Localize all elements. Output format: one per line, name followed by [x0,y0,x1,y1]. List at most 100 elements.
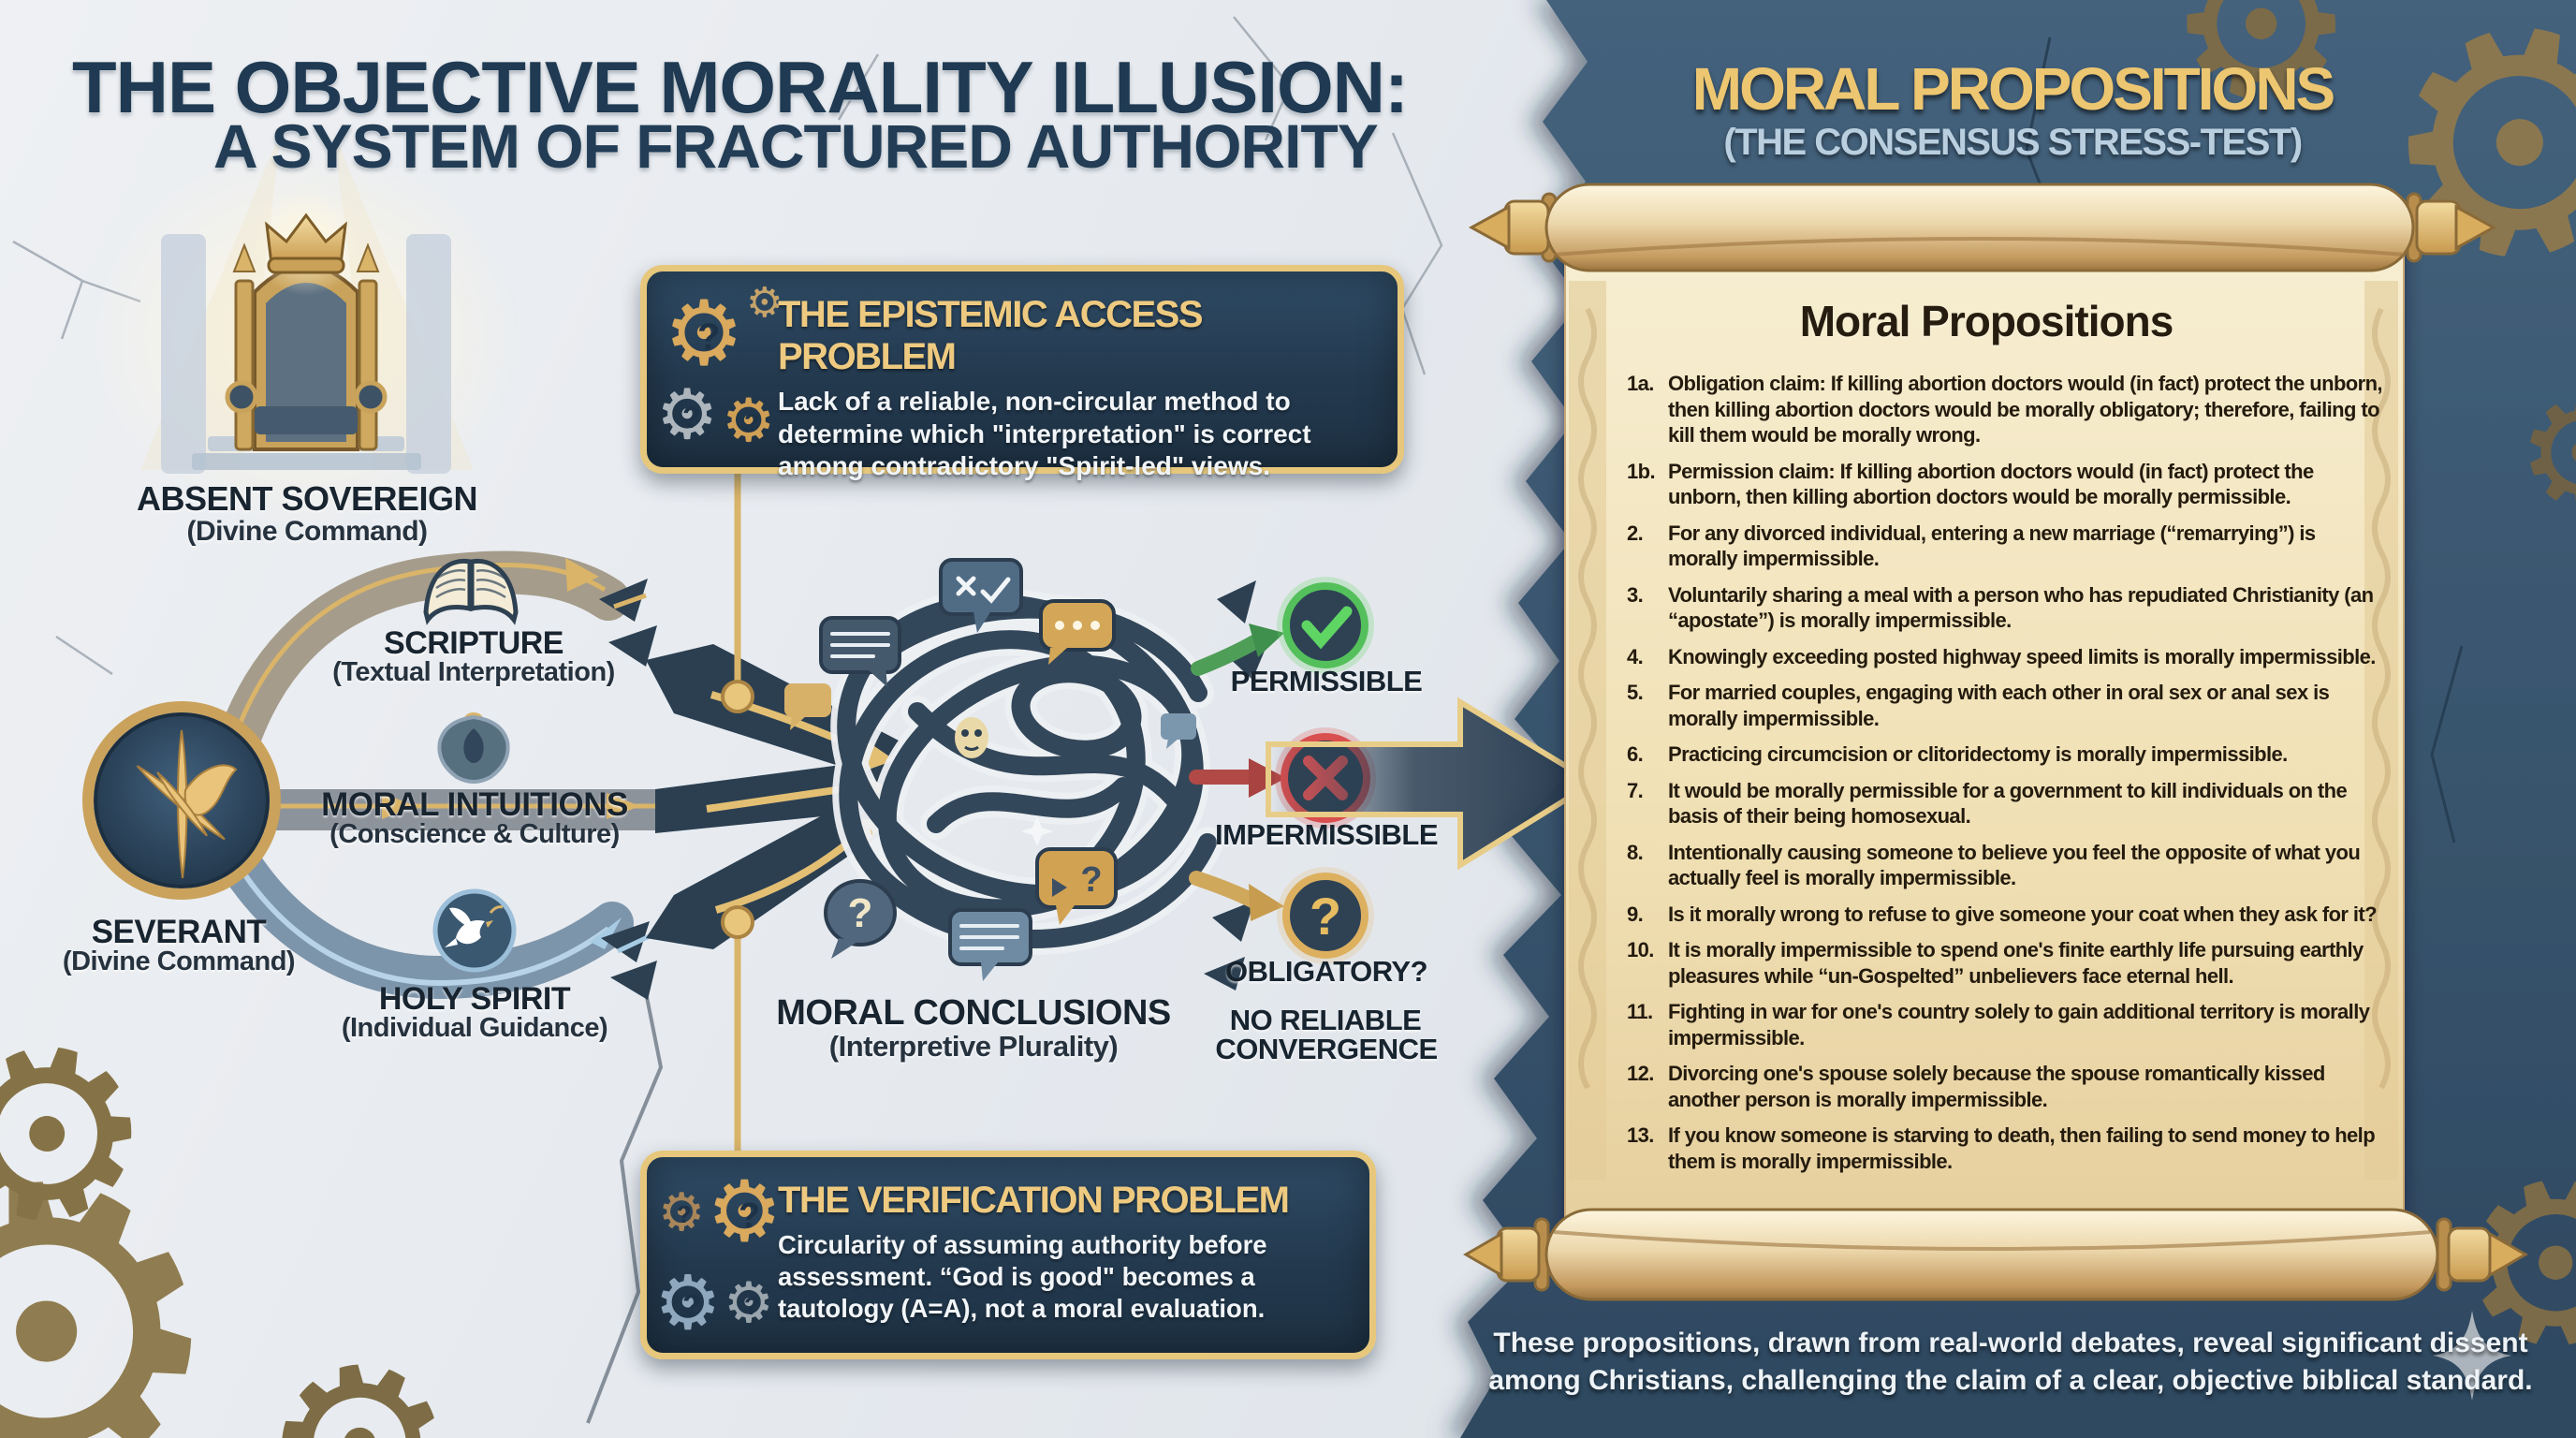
obligatory-question-icon: ? [1277,867,1374,964]
proposition-item: 4. Knowingly exceeding posted highway sp… [1627,644,2383,670]
svg-text:?: ? [1310,887,1341,946]
proposition-item: 5. For married couples, engaging with ea… [1627,680,2383,731]
scroll-title: Moral Propositions [1799,297,2174,345]
right-panel-subtitle: (THE CONSENSUS STRESS-TEST) [1723,122,2303,163]
scripture-sublabel: (Textual Interpretation) [332,657,615,687]
plaster-cracks [12,16,1443,676]
epistemic-box-title: THE EPISTEMIC ACCESS PROBLEM [778,294,1204,377]
proposition-text: For married couples, engaging with each … [1668,681,2330,730]
severant-sublabel: (Divine Command) [62,946,296,976]
svg-text:?: ? [1080,860,1102,900]
moral-conclusions-label: MORAL CONCLUSIONS [776,993,1171,1033]
question-gears-icon: ⚙ ? ⚙ ⚙ ? ⚙ ? [656,279,783,456]
right-panel-title: MORAL PROPOSITIONS [1691,55,2335,123]
proposition-text: Divorcing one's spouse solely because th… [1668,1062,2325,1111]
scroll-footer-line2: among Christians, challenging the claim … [1488,1365,2533,1396]
absent-sovereign-label: ABSENT SOVEREIGN [136,479,478,518]
moral-intuitions-sublabel: (Conscience & Culture) [329,819,620,849]
box-connectors [721,474,754,1151]
proposition-number: 4. [1627,644,1644,668]
proposition-number: 13. [1627,1123,1654,1147]
svg-text:?: ? [848,890,873,936]
proposition-text: Permission claim: If killing abortion do… [1668,459,2314,509]
scroll [1463,183,2528,1301]
scroll-footer-line1: These propositions, drawn from real-worl… [1493,1328,2528,1358]
proposition-number: 9. [1627,902,1644,926]
speech-bubbles: ? ? [784,558,1196,981]
permissible-label: PERMISSIBLE [1230,665,1423,697]
proposition-text: Voluntarily sharing a meal with a person… [1668,582,2374,633]
proposition-number: 12. [1627,1062,1654,1085]
scroll-bottom-roller [1463,1208,2528,1301]
proposition-text: Intentionally causing someone to believe… [1668,840,2361,890]
moral-intuitions-label: MORAL INTUITIONS [321,786,628,823]
proposition-item: 12. Divorcing one's spouse solely becaus… [1627,1061,2383,1112]
main-title-line1: THE OBJECTIVE MORALITY ILLUSION: [72,46,1409,128]
star-glyph [1021,816,1053,846]
verification-box-body: Circularity of assuming authority before… [778,1230,1267,1324]
x-mark-icon [956,576,976,596]
proposition-text: Is it morally wrong to refuse to give so… [1668,902,2378,926]
main-title-line2: A SYSTEM OF FRACTURED AUTHORITY [213,111,1379,181]
impermissible-label: IMPERMISSIBLE [1214,818,1439,851]
throne-icon [91,131,521,529]
verification-box-title: THE VERIFICATION PROBLEM [778,1180,1290,1221]
svg-text:⚙: ⚙ [2516,366,2576,541]
proposition-number: 11. [1627,1000,1653,1023]
obligatory-label: OBLIGATORY? [1224,955,1428,988]
proposition-item: 8. Intentionally causing someone to beli… [1627,840,2383,891]
question-gears-icon: ⚙ ? ⚙ ? ⚙ ? ⚙ ? [654,1163,783,1346]
epistemic-access-problem-box: ⚙ ? ⚙ ⚙ ? ⚙ ? THE EPISTEMIC ACCESS PROBL… [640,265,1404,480]
proposition-text: It is morally impermissible to spend one… [1668,938,2364,988]
proposition-item: 3. Voluntarily sharing a meal with a per… [1627,582,2383,634]
holy-spirit-label: HOLY SPIRIT [378,981,571,1017]
proposition-text: It would be morally permissible for a go… [1668,778,2348,829]
proposition-item: 9. Is it morally wrong to refuse to give… [1627,902,2383,928]
proposition-number: 2. [1627,521,1644,545]
no-convergence-label-line2: CONVERGENCE [1215,1033,1438,1065]
proposition-text: Practicing circumcision or clitoridectom… [1668,742,2288,766]
severant-emblem-icon [82,701,281,900]
proposition-text: Knowingly exceeding posted highway speed… [1668,644,2376,668]
fracture-shards [599,579,657,1000]
outcome-arrows [1189,624,1286,921]
verification-problem-box: ⚙ ? ⚙ ? ⚙ ? ⚙ ? THE VERIFICATION PROBLEM… [640,1151,1376,1359]
proposition-item: 10. It is morally impermissible to spend… [1627,937,2383,989]
proposition-number: 7. [1627,778,1644,802]
proposition-text: If you know someone is starving to death… [1668,1123,2376,1173]
check-mark-icon [980,577,1011,604]
authority-paths [220,550,676,1000]
proposition-number: 5. [1627,681,1644,704]
proposition-text: Fighting in war for one's country solely… [1668,1000,2370,1049]
epistemic-box-body: Lack of a reliable, non-circular method … [778,387,1311,481]
proposition-item: 6. Practicing circumcision or clitoridec… [1627,741,2383,768]
conscience-gem-icon [437,712,510,784]
proposition-item: 1a. Obligation claim: If killing abortio… [1627,371,2383,448]
moral-conclusions-sublabel: (Interpretive Plurality) [828,1030,1119,1063]
absent-sovereign-sublabel: (Divine Command) [186,516,428,547]
holy-spirit-sublabel: (Individual Guidance) [341,1013,608,1043]
proposition-text: For any divorced individual, entering a … [1668,521,2316,571]
permissible-check-icon [1277,577,1374,674]
proposition-number: 3. [1627,582,1644,607]
proposition-item: 2. For any divorced individual, entering… [1627,521,2383,572]
crown-icon [252,187,360,296]
proposition-item: 11. Fighting in war for one's country so… [1627,999,2383,1050]
no-convergence-label-line1: NO RELIABLE [1229,1004,1422,1036]
proposition-item: 1b. Permission claim: If killing abortio… [1627,459,2383,510]
holy-spirit-dove-icon [432,888,517,973]
proposition-item: 13. If you know someone is starving to d… [1627,1123,2383,1174]
proposition-item: 7. It would be morally permissible for a… [1627,778,2383,829]
severant-label: SEVERANT [91,914,267,950]
proposition-number: 10. [1627,938,1654,961]
proposition-number: 8. [1627,840,1644,864]
skull-glyph [955,717,988,758]
scroll-top-roller [1468,183,2497,272]
scripture-label: SCRIPTURE [384,625,564,661]
proposition-text: Obligation claim: If killing abortion do… [1668,372,2383,447]
proposition-number: 1a. [1627,372,1654,395]
sparkle-icon [2433,1311,2511,1401]
proposition-number: 6. [1627,742,1644,766]
